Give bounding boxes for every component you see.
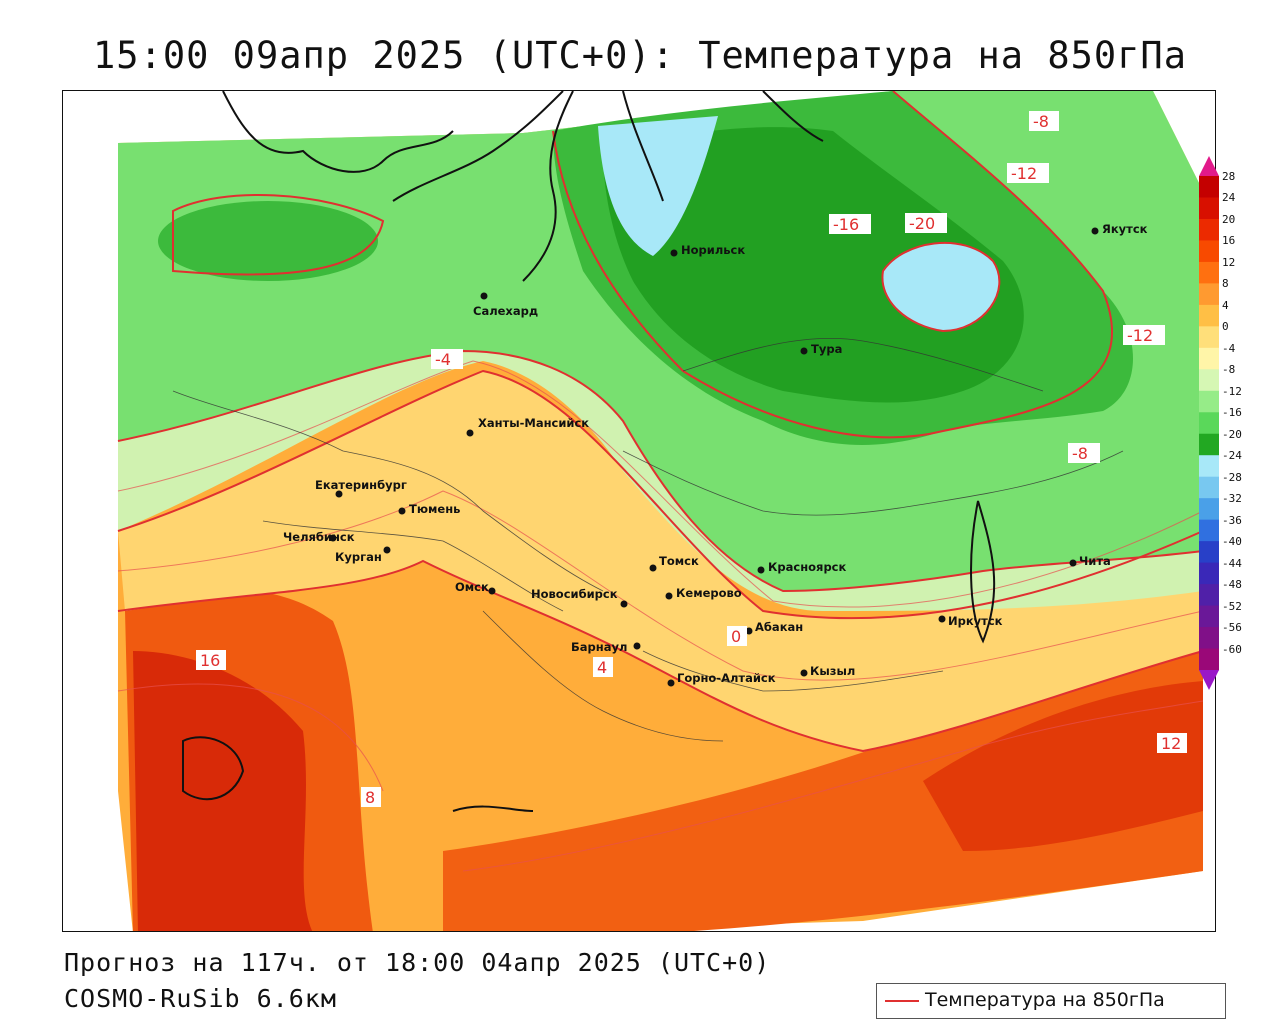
city-kyzyl-label: Кызыл: [810, 664, 855, 678]
contour-label: 16: [200, 651, 220, 670]
colorbar-cell: [1199, 304, 1219, 327]
colorbar-cell: [1199, 283, 1219, 306]
map-canvas: Норильск Салехард Тура Якутск Ханты-Манс…: [63, 91, 1215, 931]
colorbar-tick-label: 20: [1222, 212, 1236, 226]
colorbar-tick-label: 12: [1222, 255, 1236, 269]
colorbar-tick-label: -12: [1222, 384, 1242, 398]
city-gorno-altaysk-label: Горно-Алтайск: [677, 671, 776, 685]
city-kemerovo-label: Кемерово: [676, 586, 742, 600]
colorbar-tick-label: -44: [1222, 556, 1242, 570]
colorbar-tick-label: -8: [1222, 363, 1236, 377]
city-abakan-label: Абакан: [755, 620, 803, 634]
colorbar: [1199, 156, 1219, 690]
legend-line-swatch: [885, 1000, 919, 1002]
colorbar-tick-label: 28: [1222, 170, 1236, 183]
colorbar-cell: [1199, 519, 1219, 542]
contour-label: -20: [909, 214, 935, 233]
colorbar-bottom-arrow: [1199, 670, 1219, 690]
colorbar-cell: [1199, 433, 1219, 456]
colorbar-cell: [1199, 197, 1219, 220]
page-title: 15:00 09апр 2025 (UTC+0): Температура на…: [93, 34, 1187, 77]
city-markers: Норильск Салехард Тура Якутск Ханты-Манс…: [283, 222, 1148, 687]
forecast-info: Прогноз на 117ч. от 18:00 04апр 2025 (UT…: [64, 948, 771, 977]
temperature-map: Норильск Салехард Тура Якутск Ханты-Манс…: [62, 90, 1216, 932]
colorbar-tick-label: -60: [1222, 642, 1242, 656]
contour-label: 4: [597, 658, 607, 677]
colorbar-cell: [1199, 562, 1219, 585]
legend: Температура на 850гПа: [876, 983, 1226, 1019]
city-tomsk-label: Томск: [659, 554, 699, 568]
colorbar-tick-label: -48: [1222, 578, 1242, 592]
city-norilsk-label: Норильск: [681, 243, 745, 257]
city-tyumen-label: Тюмень: [409, 502, 460, 516]
contour-labels: -8 -12 -16 -20 -12 -8 -4 0 4 8 12 16: [196, 111, 1187, 807]
contour-label: 8: [365, 788, 375, 807]
colorbar-top-arrow: [1199, 156, 1219, 176]
colorbar-cell: [1199, 369, 1219, 392]
colorbar-tick-label: -32: [1222, 492, 1242, 506]
city-omsk-label: Омск: [455, 580, 489, 594]
colorbar-cell: [1199, 627, 1219, 650]
colorbar-tick-label: -28: [1222, 470, 1242, 484]
city-chita-label: Чита: [1079, 554, 1111, 568]
colorbar-cell: [1199, 648, 1219, 671]
city-barnaul-label: Барнаул: [571, 640, 627, 654]
city-salekhard-label: Салехард: [473, 304, 538, 318]
colorbar-tick-label: -4: [1222, 341, 1236, 355]
colorbar-tick-label: -40: [1222, 535, 1242, 549]
colorbar-tick-label: -24: [1222, 449, 1242, 463]
contour-label: -12: [1011, 164, 1037, 183]
city-irkutsk-label: Иркутск: [948, 614, 1003, 628]
contour-label: 12: [1161, 734, 1181, 753]
colorbar-tick-label: -52: [1222, 599, 1242, 613]
colorbar-cell: [1199, 240, 1219, 263]
city-tura-label: Тура: [811, 342, 842, 356]
model-name: COSMO-RuSib 6.6км: [64, 984, 337, 1013]
city-chelyabinsk-label: Челябинск: [283, 530, 355, 544]
colorbar-tick-label: -56: [1222, 621, 1242, 635]
colorbar-cell: [1199, 498, 1219, 521]
colorbar-cell: [1199, 176, 1219, 198]
colorbar-cell: [1199, 605, 1219, 628]
legend-label: Температура на 850гПа: [925, 989, 1165, 1011]
colorbar-cell: [1199, 584, 1219, 607]
colorbar-tick-label: 0: [1222, 320, 1229, 334]
city-kurgan-label: Курган: [335, 550, 382, 564]
contour-label: -16: [833, 215, 859, 234]
colorbar-cell: [1199, 261, 1219, 284]
colorbar-tick-label: 24: [1222, 191, 1236, 205]
contour-label: 0: [731, 627, 741, 646]
colorbar-cell: [1199, 541, 1219, 564]
colorbar-tick-label: -20: [1222, 427, 1242, 441]
contour-label: -8: [1072, 444, 1088, 463]
colorbar-tick-label: 16: [1222, 234, 1236, 248]
colorbar-cell: [1199, 455, 1219, 478]
colorbar-tick-label: -16: [1222, 406, 1242, 420]
contour-label: -12: [1127, 326, 1153, 345]
colorbar-cell: [1199, 476, 1219, 499]
colorbar-cell: [1199, 218, 1219, 241]
colorbar-cell: [1199, 326, 1219, 349]
colorbar-tick-label: 8: [1222, 277, 1229, 291]
city-krasnoyarsk-label: Красноярск: [768, 560, 846, 574]
city-yakutsk-label: Якутск: [1102, 222, 1148, 236]
city-yekaterinburg-label: Екатеринбург: [315, 478, 407, 492]
city-novosibirsk-label: Новосибирск: [531, 587, 618, 601]
contour-label: -4: [435, 350, 451, 369]
colorbar-cell: [1199, 347, 1219, 370]
city-khanty-mansiysk-label: Ханты-Мансийск: [478, 416, 589, 430]
contour-label: -8: [1033, 112, 1049, 131]
colorbar-cell: [1199, 390, 1219, 413]
colorbar-tick-label: -36: [1222, 513, 1242, 527]
colorbar-tick-label: 4: [1222, 298, 1229, 312]
colorbar-cell: [1199, 412, 1219, 435]
